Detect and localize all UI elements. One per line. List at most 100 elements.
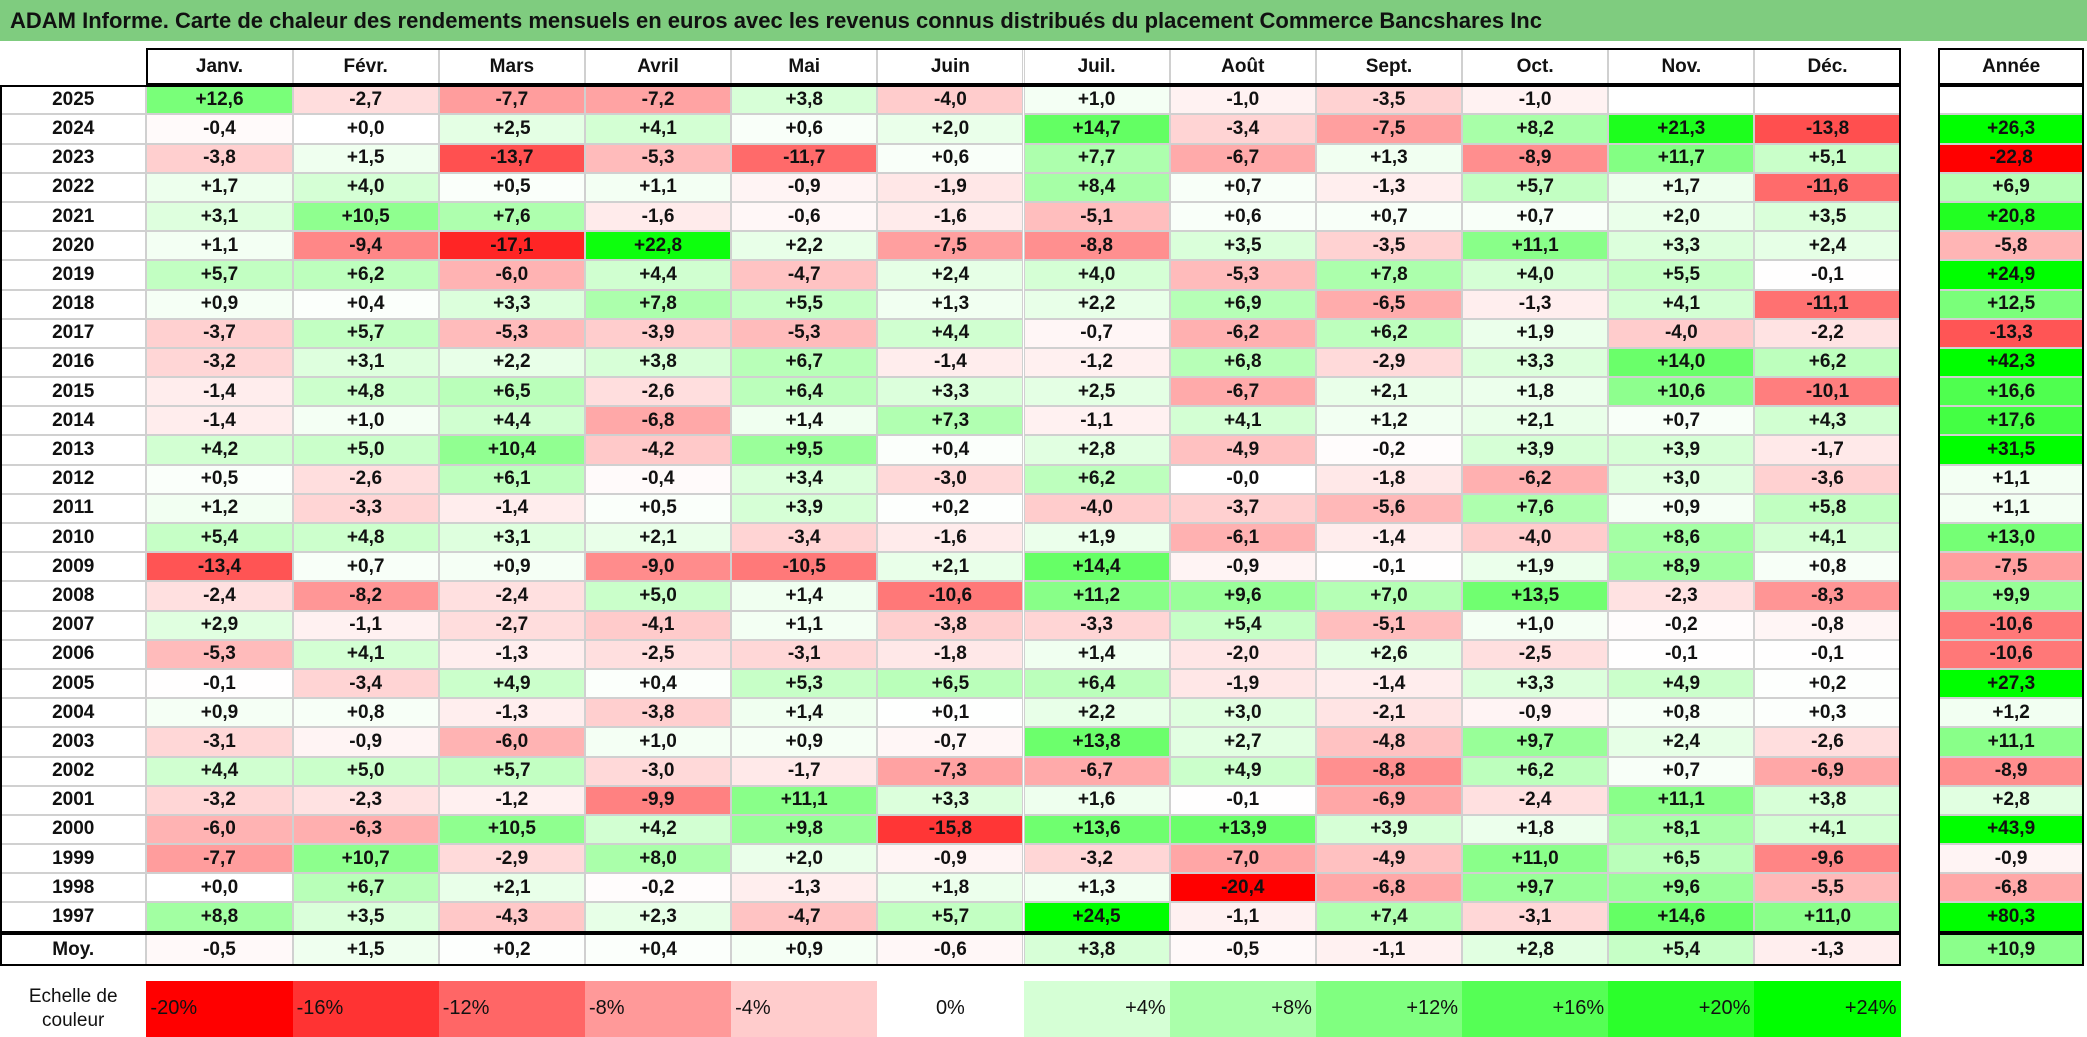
heat-cell: +5,0 xyxy=(584,581,732,611)
row-label: 2021 xyxy=(0,201,147,232)
year-cell: +43,9 xyxy=(1937,814,2085,845)
heat-cell: -2,7 xyxy=(438,610,585,640)
heat-cell: -2,0 xyxy=(1169,639,1316,669)
average-cell: -0,5 xyxy=(146,932,293,967)
heat-cell: -6,9 xyxy=(1754,756,1901,786)
heat-cell: +2,1 xyxy=(1315,377,1463,407)
heat-cell: +1,9 xyxy=(1023,523,1170,553)
scale-step: +8% xyxy=(1169,980,1316,1037)
heat-cell: +4,8 xyxy=(292,377,439,407)
heat-cell: -2,5 xyxy=(1462,639,1609,669)
heat-cell: -2,1 xyxy=(1315,698,1463,728)
heat-cell: +3,8 xyxy=(584,347,732,378)
row-label: 2008 xyxy=(0,581,147,611)
heat-cell: -1,3 xyxy=(1462,289,1609,319)
heat-cell: -0,9 xyxy=(292,727,439,757)
heat-cell: -4,9 xyxy=(1169,435,1316,465)
row-label: 2019 xyxy=(0,260,147,290)
row-label: 2015 xyxy=(0,377,147,407)
heat-cell: -3,0 xyxy=(877,464,1024,494)
row-label: 2003 xyxy=(0,727,147,757)
scale-step: -16% xyxy=(292,980,439,1037)
heat-cell: +9,7 xyxy=(1462,873,1609,903)
row-label: 2023 xyxy=(0,143,147,173)
heat-cell: +1,3 xyxy=(1315,143,1463,173)
average-cell: +1,5 xyxy=(292,932,439,967)
heat-cell: +6,2 xyxy=(1462,756,1609,786)
heat-cell: +4,9 xyxy=(1608,668,1755,699)
heat-cell: -8,3 xyxy=(1754,581,1901,611)
year-cell: +2,8 xyxy=(1937,785,2085,815)
heat-cell: -0,2 xyxy=(1608,610,1755,640)
heat-cell: +9,8 xyxy=(731,814,878,845)
heat-cell: +13,5 xyxy=(1462,581,1609,611)
heat-cell: +1,8 xyxy=(1462,377,1609,407)
row-label: 2007 xyxy=(0,610,147,640)
heat-cell: +0,8 xyxy=(292,698,439,728)
heat-cell: -10,5 xyxy=(731,552,878,582)
heat-cell: +0,0 xyxy=(146,873,293,903)
year-cell: -5,8 xyxy=(1937,231,2085,261)
heat-cell: -2,9 xyxy=(1315,347,1463,378)
heat-cell: -3,7 xyxy=(146,318,293,348)
heat-cell: -3,1 xyxy=(731,639,878,669)
heat-cell: +6,2 xyxy=(292,260,439,290)
heat-cell: +5,7 xyxy=(292,318,439,348)
heat-cell: -3,5 xyxy=(1315,85,1463,115)
heat-cell: +5,7 xyxy=(146,260,293,290)
scale-step: +24% xyxy=(1754,980,1901,1037)
heat-cell: -6,0 xyxy=(438,727,585,757)
heat-cell: -1,9 xyxy=(1169,668,1316,699)
heat-cell: -4,0 xyxy=(877,85,1024,115)
heat-cell: -0,1 xyxy=(1315,552,1463,582)
heat-cell: -5,5 xyxy=(1754,873,1901,903)
row-label: 2016 xyxy=(0,347,147,378)
heat-cell: +2,9 xyxy=(146,610,293,640)
heat-cell: -1,2 xyxy=(1023,347,1170,378)
heat-cell: -6,8 xyxy=(584,406,732,436)
heat-cell: +21,3 xyxy=(1608,114,1755,144)
heat-cell: +4,2 xyxy=(146,435,293,465)
heat-cell: -20,4 xyxy=(1169,873,1316,903)
heat-cell: -8,9 xyxy=(1462,143,1609,173)
heat-cell: +5,0 xyxy=(292,756,439,786)
heat-cell: +8,6 xyxy=(1608,523,1755,553)
heat-cell: +14,6 xyxy=(1608,902,1755,932)
heat-cell: +9,6 xyxy=(1169,581,1316,611)
heat-cell: -4,8 xyxy=(1315,727,1463,757)
heat-cell: +2,5 xyxy=(1023,377,1170,407)
heat-cell: +1,1 xyxy=(584,172,732,202)
year-cell xyxy=(1937,85,2085,115)
year-header: Année xyxy=(1937,49,2085,84)
scale-step: +16% xyxy=(1462,980,1609,1037)
average-cell: +5,4 xyxy=(1608,932,1755,967)
heat-cell: +2,2 xyxy=(1023,698,1170,728)
heat-cell: +1,4 xyxy=(1023,639,1170,669)
heat-cell: +5,7 xyxy=(438,756,585,786)
heat-cell: +3,3 xyxy=(877,377,1024,407)
heat-cell: +4,1 xyxy=(292,639,439,669)
heat-cell: +6,7 xyxy=(292,873,439,903)
heat-cell: +0,2 xyxy=(1754,668,1901,699)
heat-cell: +4,3 xyxy=(1754,406,1901,436)
year-cell: +31,5 xyxy=(1937,435,2085,465)
heat-cell: +22,8 xyxy=(584,231,732,261)
heat-cell: +5,5 xyxy=(731,289,878,319)
heat-cell: +1,0 xyxy=(292,406,439,436)
heat-cell: -13,4 xyxy=(146,552,293,582)
heat-cell: +14,0 xyxy=(1608,347,1755,378)
heat-cell: -3,5 xyxy=(1315,231,1463,261)
heat-cell: +6,4 xyxy=(1023,668,1170,699)
year-cell: +24,9 xyxy=(1937,260,2085,290)
heat-cell: +0,8 xyxy=(1754,552,1901,582)
heat-cell: +1,2 xyxy=(146,493,293,523)
heat-cell: -7,2 xyxy=(584,85,732,115)
year-cell: -13,3 xyxy=(1937,318,2085,348)
heat-cell: -6,7 xyxy=(1169,377,1316,407)
heat-cell: +10,7 xyxy=(292,844,439,874)
row-label: 2014 xyxy=(0,406,147,436)
row-label: 2024 xyxy=(0,114,147,144)
heat-cell: +3,9 xyxy=(1608,435,1755,465)
heat-cell: -3,8 xyxy=(877,610,1024,640)
